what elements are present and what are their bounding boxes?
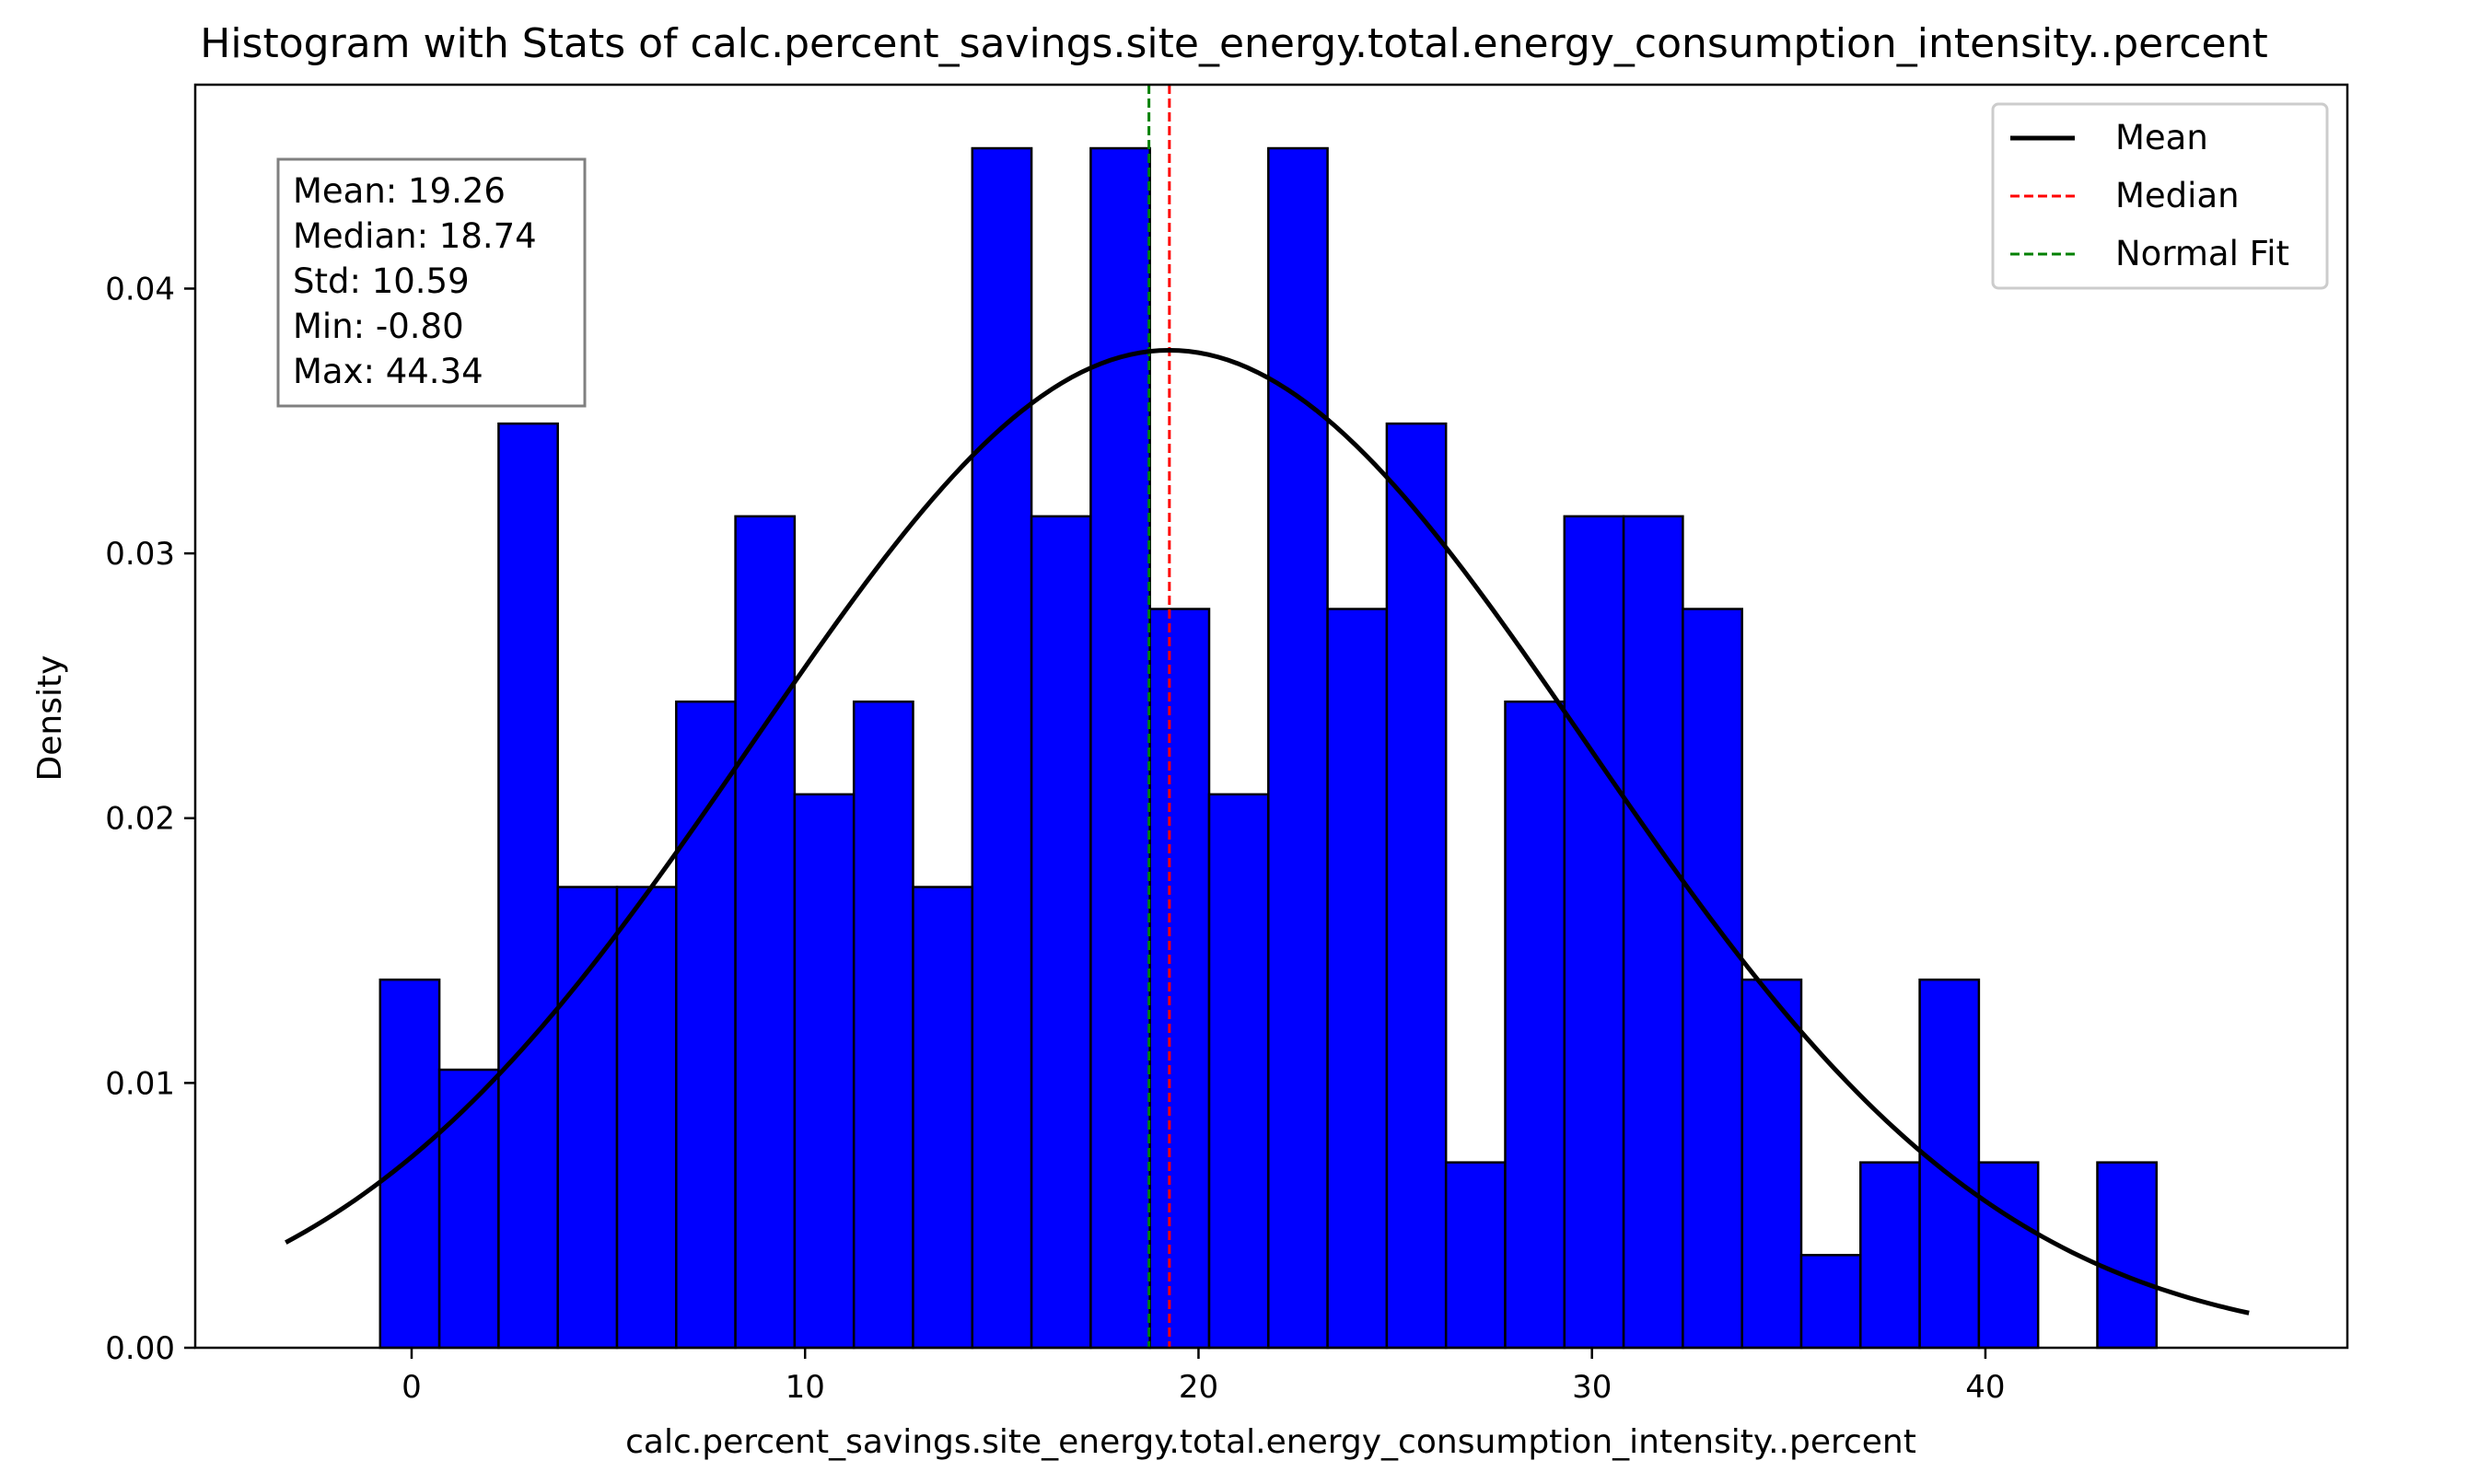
histogram-bar — [912, 886, 974, 1350]
stats-max: Max: 44.34 — [293, 352, 483, 391]
histogram-bar — [1385, 422, 1448, 1350]
histogram-bar — [1622, 515, 1684, 1350]
histogram-bar — [734, 515, 797, 1350]
legend: Mean Median Normal Fit — [1991, 102, 2329, 290]
stats-min: Min: -0.80 — [293, 307, 464, 346]
histogram-bar — [1504, 700, 1566, 1350]
y-axis-ticks: 0.00 0.01 0.02 0.03 0.04 — [105, 271, 195, 1367]
stats-box-frame — [276, 157, 587, 408]
histogram-bar — [971, 146, 1033, 1350]
histogram-bar — [852, 700, 914, 1350]
legend-frame — [1991, 102, 2329, 290]
histogram-bar — [675, 700, 737, 1350]
y-tick-label: 0.03 — [105, 536, 175, 573]
x-tick-label: 40 — [1965, 1369, 2005, 1406]
stats-mean: Mean: 19.26 — [293, 171, 506, 211]
histogram-bar — [1326, 608, 1389, 1350]
histogram-bar — [1859, 1161, 1921, 1350]
histogram-bar — [1030, 515, 1092, 1350]
y-tick-label: 0.02 — [105, 801, 175, 838]
legend-label-median: Median — [2115, 176, 2240, 215]
histogram-bar — [1444, 1161, 1507, 1350]
histogram-bar — [437, 1068, 500, 1350]
histogram-bar — [615, 886, 678, 1350]
y-tick-label: 0.04 — [105, 271, 175, 307]
histogram-bar — [1682, 608, 1743, 1350]
histogram-bar — [1918, 978, 1981, 1350]
normal-fit-curve — [285, 347, 2250, 1316]
plot-frame — [193, 83, 2349, 1350]
stats-std: Std: 10.59 — [293, 261, 470, 301]
y-tick-label: 0.00 — [105, 1330, 175, 1367]
histogram-bar — [1977, 1161, 2040, 1350]
histogram-bar — [1799, 1254, 1862, 1350]
histogram-bar — [1148, 608, 1211, 1350]
histogram-bar — [793, 793, 856, 1350]
histogram-bar — [1267, 146, 1329, 1350]
stats-box: Mean: 19.26 Median: 18.74 Std: 10.59 Min… — [276, 157, 587, 408]
stats-median: Median: 18.74 — [293, 216, 537, 256]
y-tick-label: 0.01 — [105, 1065, 175, 1102]
legend-label-mean: Mean — [2115, 118, 2208, 157]
histogram-bar — [556, 886, 619, 1350]
histogram-bar — [378, 978, 441, 1350]
chart-title: Histogram with Stats of calc.percent_sav… — [200, 20, 2268, 67]
y-axis-label: Density — [31, 655, 69, 782]
histogram-bar — [1207, 793, 1270, 1350]
x-axis-ticks: 0 10 20 30 40 — [402, 1348, 2006, 1406]
histogram-bars — [378, 146, 2159, 1350]
x-tick-label: 30 — [1572, 1369, 1612, 1406]
histogram-bar — [1563, 515, 1625, 1350]
histogram-bar — [2096, 1161, 2159, 1350]
histogram-bar — [497, 422, 559, 1350]
x-tick-label: 0 — [402, 1369, 422, 1406]
x-tick-label: 20 — [1179, 1369, 1218, 1406]
histogram-bar — [1089, 146, 1151, 1350]
histogram-bar — [1740, 978, 1803, 1350]
stat-lines — [1147, 85, 1171, 1348]
x-axis-label: calc.percent_savings.site_energy.total.e… — [625, 1423, 1916, 1461]
x-tick-label: 10 — [786, 1369, 825, 1406]
legend-label-normal-fit: Normal Fit — [2115, 234, 2289, 273]
